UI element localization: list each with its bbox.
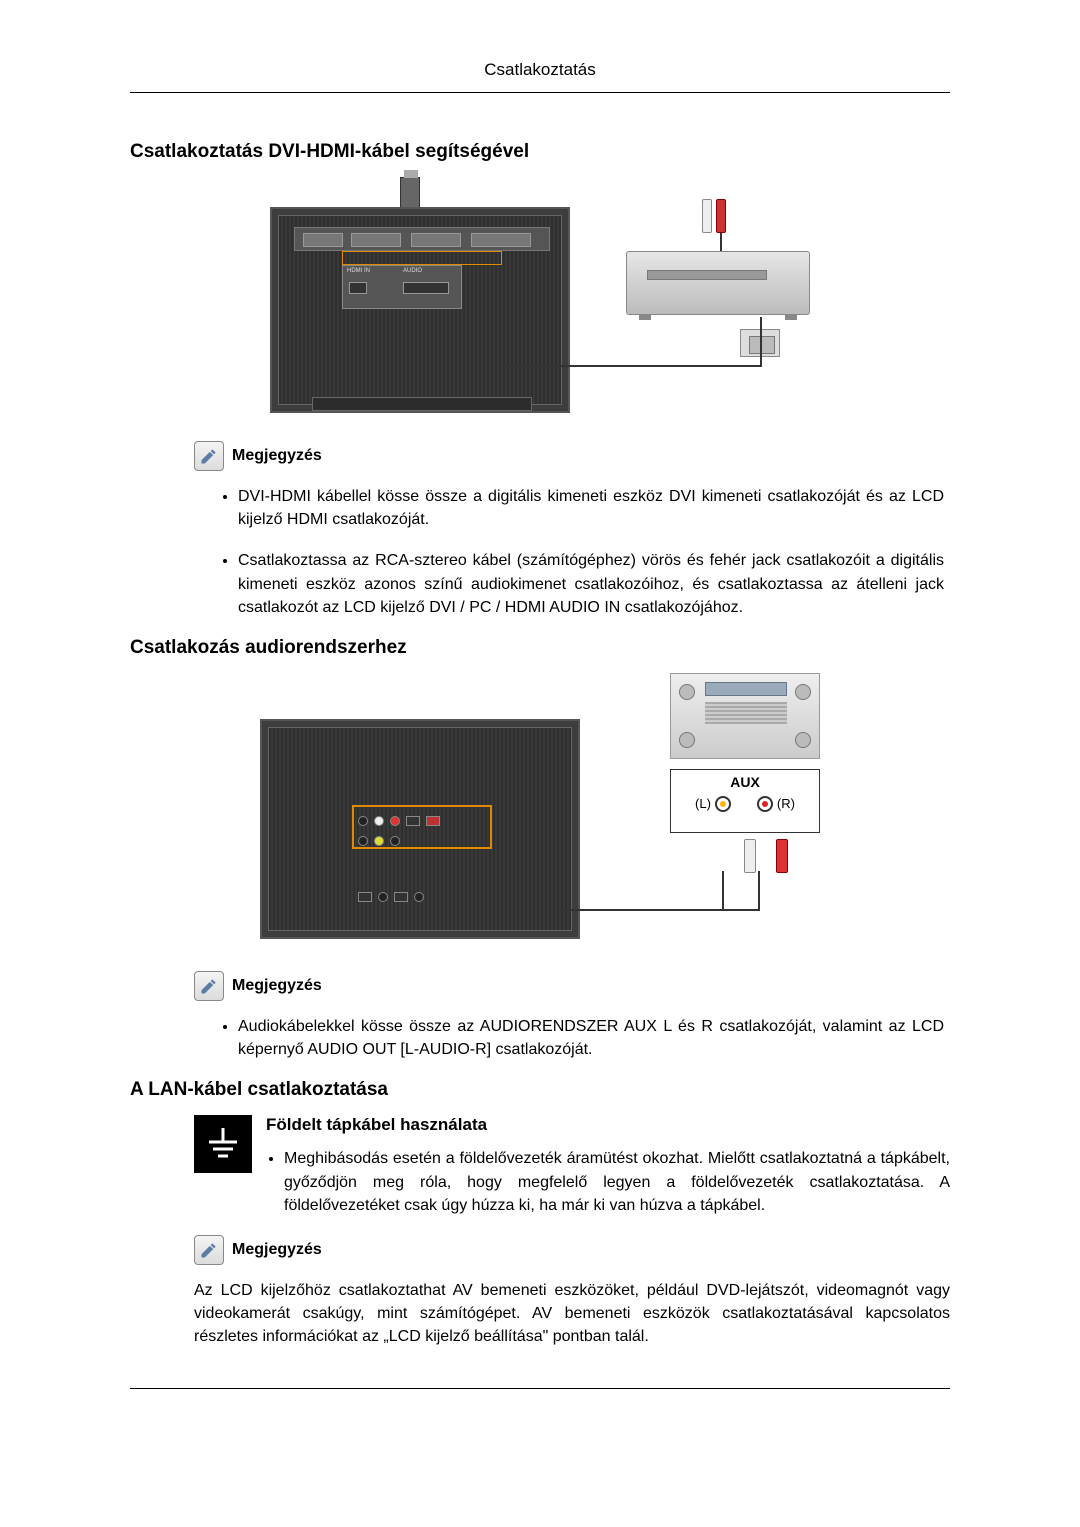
diagram-dvi-hdmi: HDMI IN AUDIO	[130, 177, 950, 423]
section1-bullets: DVI-HDMI kábellel kösse össze a digitáli…	[238, 485, 950, 619]
note-row-3: Megjegyzés	[194, 1235, 950, 1265]
note-row-1: Megjegyzés	[194, 441, 950, 471]
aux-label: AUX	[671, 774, 819, 790]
diagram-audio: AUX (L) (R)	[130, 673, 950, 953]
ground-icon	[194, 1115, 252, 1173]
ground-block: Földelt tápkábel használata Meghibásodás…	[194, 1115, 950, 1217]
note-label-3: Megjegyzés	[232, 1241, 322, 1259]
footer-rule	[130, 1388, 950, 1389]
section1-title: Csatlakoztatás DVI-HDMI-kábel segítségév…	[130, 141, 950, 163]
pencil-note-icon	[194, 1235, 224, 1265]
section2-title: Csatlakozás audiorendszerhez	[130, 637, 950, 659]
ground-title: Földelt tápkábel használata	[266, 1115, 950, 1135]
section3-title: A LAN-kábel csatlakoztatása	[130, 1079, 950, 1101]
pencil-note-icon	[194, 441, 224, 471]
aux-left-label: (L)	[695, 796, 711, 811]
page-header: Csatlakoztatás	[130, 60, 950, 93]
section2-bullets: Audiokábelekkel kösse össze az AUDIOREND…	[238, 1015, 950, 1061]
note-label-1: Megjegyzés	[232, 447, 322, 465]
section3-note-text: Az LCD kijelzőhöz csatlakoztathat AV bem…	[194, 1279, 950, 1349]
pencil-note-icon	[194, 971, 224, 1001]
section2-bullet-0: Audiokábelekkel kösse össze az AUDIOREND…	[238, 1015, 944, 1061]
aux-right-label: (R)	[777, 796, 795, 811]
section1-bullet-0: DVI-HDMI kábellel kösse össze a digitáli…	[238, 485, 944, 531]
section1-bullet-1: Csatlakoztassa az RCA-sztereo kábel (szá…	[238, 549, 944, 619]
note-label-2: Megjegyzés	[232, 977, 322, 995]
note-row-2: Megjegyzés	[194, 971, 950, 1001]
ground-text: Meghibásodás esetén a földelővezeték ára…	[284, 1147, 950, 1217]
